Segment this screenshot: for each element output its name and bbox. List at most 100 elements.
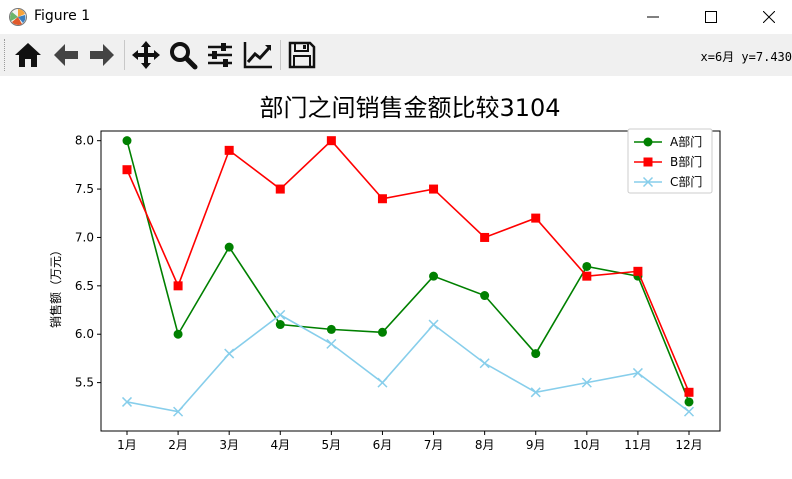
legend-label: C部门 bbox=[670, 174, 702, 189]
data-point bbox=[173, 281, 183, 291]
subplots-config-icon bbox=[208, 43, 232, 67]
legend-item[interactable]: A部门 bbox=[634, 134, 702, 149]
data-point bbox=[224, 348, 235, 359]
navigation-toolbar bbox=[0, 34, 792, 76]
home-icon bbox=[15, 43, 41, 67]
data-point bbox=[275, 184, 285, 194]
configure-subplots-button[interactable] bbox=[204, 39, 236, 71]
data-point bbox=[377, 194, 387, 204]
data-point bbox=[377, 327, 387, 337]
x-tick-label: 8月 bbox=[475, 438, 495, 452]
back-button[interactable] bbox=[50, 39, 82, 71]
plot-frame bbox=[100, 130, 721, 432]
data-point bbox=[683, 406, 695, 417]
close-button[interactable] bbox=[746, 0, 792, 34]
legend-swatch-marker bbox=[643, 137, 653, 147]
window-title: Figure 1 bbox=[34, 8, 91, 24]
data-point bbox=[582, 261, 592, 271]
data-point bbox=[122, 165, 132, 175]
close-icon bbox=[763, 11, 775, 23]
data-point bbox=[326, 338, 337, 349]
x-tick-label: 3月 bbox=[219, 438, 239, 452]
x-tick-label: 12月 bbox=[675, 438, 702, 452]
x-tick-label: 1月 bbox=[117, 438, 137, 452]
data-point bbox=[173, 329, 183, 339]
cursor-coordinates: x=6月 y=7.430 bbox=[700, 50, 792, 64]
save-icon bbox=[288, 41, 316, 69]
data-point bbox=[429, 271, 439, 281]
x-tick-label: 2月 bbox=[168, 438, 188, 452]
forward-button[interactable] bbox=[86, 39, 118, 71]
y-tick-label: 6.5 bbox=[75, 279, 94, 293]
series-line bbox=[126, 139, 690, 393]
data-point bbox=[275, 320, 285, 330]
series-2 bbox=[122, 136, 694, 397]
data-point bbox=[121, 396, 133, 407]
zoom-button[interactable] bbox=[167, 39, 199, 71]
data-point bbox=[429, 184, 439, 194]
y-tick-label: 5.5 bbox=[75, 376, 94, 390]
chart-title: 部门之间销售金额比较3104 bbox=[259, 94, 560, 122]
series-1 bbox=[122, 136, 694, 407]
edit-axis-button[interactable] bbox=[242, 39, 274, 71]
y-tick-label: 7.0 bbox=[75, 230, 94, 244]
home-button[interactable] bbox=[12, 39, 44, 71]
data-point bbox=[224, 242, 234, 252]
data-point bbox=[122, 136, 132, 146]
data-point bbox=[479, 358, 490, 369]
legend-item[interactable]: C部门 bbox=[634, 174, 702, 189]
edit-axis-icon bbox=[243, 42, 272, 69]
series-layer bbox=[121, 136, 695, 417]
data-point bbox=[531, 213, 541, 223]
x-tick-label: 5月 bbox=[322, 438, 342, 452]
x-tick-label: 9月 bbox=[526, 438, 546, 452]
maximize-icon bbox=[705, 11, 717, 23]
legend-item[interactable]: B部门 bbox=[634, 154, 702, 169]
data-point bbox=[275, 309, 286, 320]
data-point bbox=[173, 406, 184, 417]
legend-swatch-marker bbox=[643, 157, 653, 167]
data-point bbox=[428, 319, 439, 330]
figure-canvas[interactable]: 部门之间销售金额比较3104 销售额（万元） 1月 2月 3月 4月 5月 6月 7月 8月 9… bbox=[0, 76, 792, 475]
data-point bbox=[377, 377, 388, 388]
x-tick-label: 10月 bbox=[573, 438, 600, 452]
toolbar-separator bbox=[280, 40, 281, 70]
pan-icon bbox=[132, 41, 160, 69]
legend-swatch-marker bbox=[642, 176, 654, 188]
chart-legend[interactable]: A部门 B部门 C部门 bbox=[627, 128, 713, 194]
y-axis-label: 销售额（万元） bbox=[48, 244, 63, 328]
data-point bbox=[684, 397, 694, 407]
x-tick-label: 6月 bbox=[373, 438, 393, 452]
y-tick-label: 8.0 bbox=[75, 134, 94, 148]
data-point bbox=[582, 271, 592, 281]
line-chart[interactable]: 部门之间销售金额比较3104 销售额（万元） 1月 2月 3月 4月 5月 6月 7月 8月 9… bbox=[0, 76, 792, 475]
series-line bbox=[126, 313, 690, 413]
minimize-button[interactable] bbox=[630, 0, 676, 34]
legend-label: A部门 bbox=[670, 134, 702, 149]
toolbar-grip[interactable] bbox=[4, 39, 7, 71]
toolbar-separator bbox=[124, 40, 125, 70]
x-tick-label: 4月 bbox=[270, 438, 290, 452]
data-point bbox=[480, 232, 490, 242]
y-tick-label: 7.5 bbox=[75, 182, 94, 196]
x-tick-label: 7月 bbox=[424, 438, 444, 452]
data-point bbox=[684, 387, 694, 397]
save-button[interactable] bbox=[286, 39, 318, 71]
data-point bbox=[480, 291, 490, 301]
window-titlebar: Figure 1 bbox=[0, 0, 792, 34]
pan-button[interactable] bbox=[130, 39, 162, 71]
forward-arrow-icon bbox=[90, 44, 114, 66]
y-tick-label: 6.0 bbox=[75, 327, 94, 341]
data-point bbox=[632, 367, 643, 378]
data-point bbox=[531, 349, 541, 359]
data-point bbox=[633, 266, 643, 276]
minimize-icon bbox=[647, 16, 659, 18]
series-3 bbox=[121, 309, 695, 417]
maximize-button[interactable] bbox=[688, 0, 734, 34]
series-line bbox=[126, 140, 690, 403]
data-point bbox=[224, 145, 234, 155]
back-arrow-icon bbox=[54, 44, 78, 66]
x-tick-label: 11月 bbox=[624, 438, 651, 452]
legend-label: B部门 bbox=[670, 154, 702, 169]
data-point bbox=[530, 387, 541, 398]
